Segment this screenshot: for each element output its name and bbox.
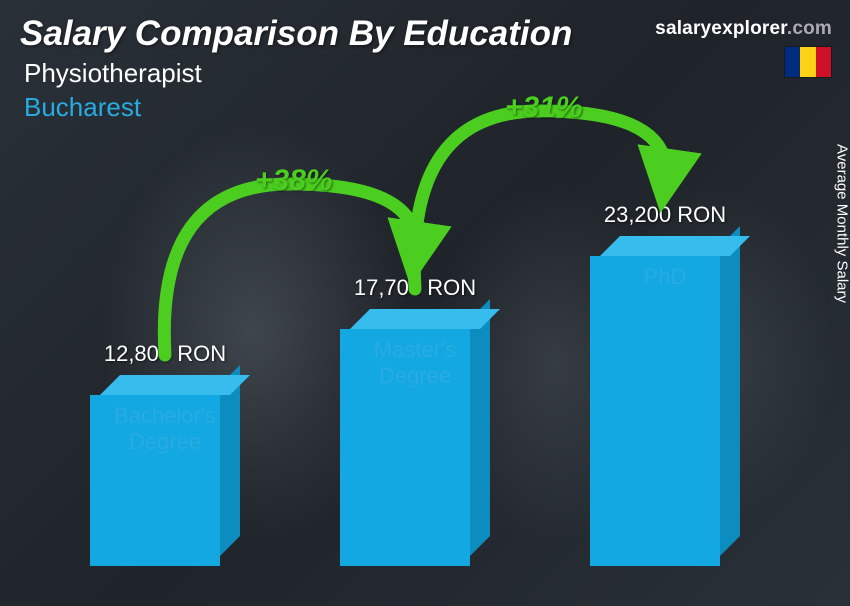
chart-canvas: Salary Comparison By Education Physiothe… — [0, 0, 850, 606]
watermark: salaryexplorer.com — [655, 18, 832, 40]
chart-title: Salary Comparison By Education — [20, 14, 572, 54]
flag-stripe-1 — [785, 47, 800, 77]
chart-subtitle-city: Bucharest — [24, 92, 141, 123]
growth-percent-badge: +31% — [505, 91, 583, 125]
growth-arrow-1 — [60, 166, 780, 586]
watermark-brand: salaryexplorer — [655, 18, 787, 39]
chart-area: 12,800 RONBachelor'sDegree17,700 RONMast… — [60, 206, 780, 566]
y-axis-label: Average Monthly Salary — [834, 144, 850, 303]
flag-romania — [784, 46, 832, 78]
chart-subtitle-job: Physiotherapist — [24, 58, 202, 89]
flag-stripe-2 — [800, 47, 815, 77]
watermark-tld: .com — [787, 18, 832, 39]
flag-stripe-3 — [816, 47, 831, 77]
